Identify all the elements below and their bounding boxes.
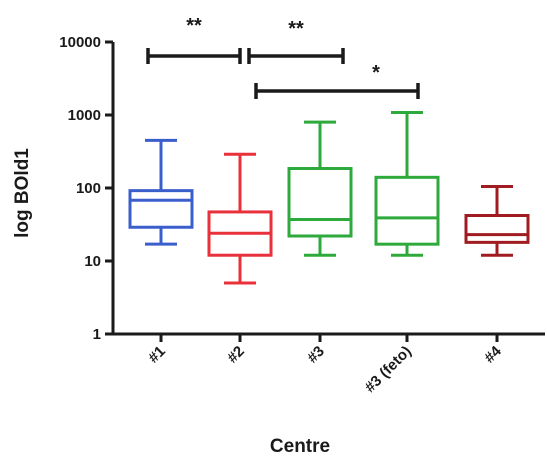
x-tick-label: #4 bbox=[481, 342, 505, 366]
box-4 bbox=[374, 111, 440, 257]
significance-bracket: ** bbox=[247, 18, 345, 64]
y-tick-label: 10 bbox=[84, 253, 101, 270]
iqr-box bbox=[128, 189, 194, 229]
x-tick-label: #2 bbox=[224, 343, 248, 367]
y-tick-label: 10000 bbox=[59, 34, 101, 51]
significance-label: ** bbox=[288, 18, 304, 40]
iqr-box bbox=[374, 175, 440, 246]
y-axis: 1 10 100 1000 10000 bbox=[59, 34, 115, 343]
significance-label: ** bbox=[186, 15, 202, 37]
box-1 bbox=[128, 138, 194, 246]
significance-bracket: ** bbox=[146, 15, 242, 64]
x-tick-label: #1 bbox=[145, 343, 169, 367]
iqr-box bbox=[464, 214, 530, 244]
x-axis: #1 #2 #3 #3 (feto) #4 bbox=[113, 332, 545, 396]
significance-brackets: ** *** bbox=[146, 15, 420, 99]
box-2 bbox=[207, 152, 273, 285]
box-5 bbox=[464, 184, 530, 257]
significance-label: * bbox=[372, 62, 380, 84]
x-axis-title: Centre bbox=[270, 436, 330, 457]
x-tick-label: #3 (feto) bbox=[362, 343, 415, 396]
y-tick-label: 100 bbox=[76, 180, 101, 197]
box-3 bbox=[287, 120, 353, 257]
box-series bbox=[128, 111, 530, 285]
x-tick-label: #3 bbox=[304, 343, 328, 367]
y-tick-label: 1 bbox=[93, 326, 101, 343]
significance-bracket: * bbox=[254, 62, 420, 99]
y-tick-label: 1000 bbox=[68, 107, 101, 124]
y-axis-title: log BOld1 bbox=[12, 148, 33, 238]
iqr-box bbox=[287, 166, 353, 238]
